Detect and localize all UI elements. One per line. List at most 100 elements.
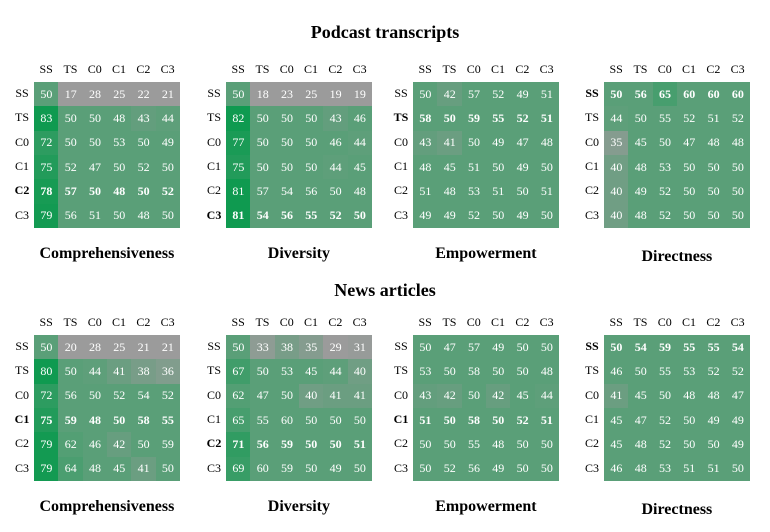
chart-7-cell: 52 bbox=[701, 359, 726, 385]
chart-5-cell: 38 bbox=[274, 335, 300, 360]
chart-0-cell: 44 bbox=[155, 106, 181, 132]
chart-7-col-label-c3: C3 bbox=[730, 315, 745, 329]
chart-0-cell: 52 bbox=[131, 154, 156, 180]
chart-4-cell: 41 bbox=[131, 456, 156, 482]
chart-5-panel: SS TS C0 C1 C2 C3 SS TS C0 C1 C2 C3 50 33 38 35 29 31 67 50… bbox=[202, 313, 376, 485]
chart-0-col-label-c3: C3 bbox=[160, 62, 175, 76]
chart-5-cell: 31 bbox=[347, 335, 373, 360]
chart-7-cell: 41 bbox=[604, 383, 629, 409]
chart-7-cell: 50 bbox=[725, 456, 751, 482]
chart-5-col-label-ts: TS bbox=[255, 315, 270, 329]
chart-5-col-label-ss: SS bbox=[231, 315, 245, 329]
chart-1-cell: 50 bbox=[347, 203, 373, 229]
chart-6-cell: 50 bbox=[534, 432, 560, 457]
chart-6-cell: 56 bbox=[461, 456, 487, 482]
chart-5-cell: 50 bbox=[274, 383, 300, 409]
chart-6-cell: 50 bbox=[413, 335, 438, 360]
chart-0-cell: 22 bbox=[131, 82, 156, 107]
chart-4-row-label-ss: SS bbox=[15, 339, 29, 353]
chart-7-cell: 48 bbox=[628, 456, 654, 482]
chart-1-cell: 54 bbox=[250, 203, 276, 229]
chart-5-col-label-c1: C1 bbox=[304, 315, 319, 329]
chart-0-cell: 72 bbox=[34, 130, 59, 156]
chart-3-cell: 50 bbox=[725, 154, 751, 180]
chart-5-cell: 67 bbox=[226, 359, 251, 385]
chart-4-cell: 50 bbox=[131, 432, 156, 457]
chart-4-cell: 50 bbox=[155, 456, 181, 482]
chart-1-cell: 50 bbox=[226, 82, 251, 107]
chart-1-cell: 50 bbox=[298, 154, 324, 180]
chart-2-cell: 50 bbox=[485, 203, 511, 229]
chart-7-cell: 48 bbox=[676, 383, 702, 409]
chart-7-cell: 47 bbox=[725, 383, 751, 409]
chart-3-cell: 40 bbox=[604, 179, 629, 204]
chart-4-cell: 25 bbox=[106, 335, 132, 360]
chart-7-row-label-c3: C3 bbox=[584, 460, 599, 475]
chart-6-row-label-c2: C2 bbox=[393, 436, 408, 451]
chart-4-row-label-c2: C2 bbox=[14, 436, 29, 451]
chart-1-cell: 81 bbox=[226, 179, 251, 204]
chart-5-cell: 47 bbox=[250, 383, 276, 409]
chart-6-cell: 49 bbox=[485, 456, 511, 482]
chart-7-col-label-ts: TS bbox=[633, 315, 648, 329]
chart-3-cell: 48 bbox=[701, 130, 726, 156]
chart-7-cell: 50 bbox=[652, 383, 678, 409]
chart-3-cell: 50 bbox=[676, 203, 702, 229]
chart-2-row-label-c2: C2 bbox=[393, 183, 408, 198]
chart-5-col-label-c3: C3 bbox=[352, 315, 367, 329]
chart-5-cell: 60 bbox=[250, 456, 276, 482]
chart-1-cell: 19 bbox=[323, 82, 348, 107]
chart-1-cell: 56 bbox=[298, 179, 324, 204]
chart-2-cell: 49 bbox=[413, 203, 438, 229]
chart-5-col-label-c0: C0 bbox=[279, 315, 294, 329]
chart-2-cell: 51 bbox=[534, 82, 560, 107]
chart-6-row-label-c3: C3 bbox=[393, 460, 408, 475]
chart-3-cell: 50 bbox=[701, 179, 726, 204]
chart-4-cell: 75 bbox=[34, 407, 59, 433]
section-title-podcast: Podcast transcripts bbox=[310, 22, 460, 42]
chart-2-col-label-ts: TS bbox=[442, 62, 457, 76]
chart-3-cell: 51 bbox=[701, 106, 726, 132]
chart-4-cell: 50 bbox=[58, 359, 84, 385]
chart-3-cell: 52 bbox=[725, 106, 751, 132]
chart-0-title: Comprehensiveness bbox=[39, 245, 175, 262]
chart-0-row-label-ss: SS bbox=[15, 86, 29, 100]
chart-7-cell: 45 bbox=[628, 383, 654, 409]
chart-3-cell: 48 bbox=[628, 154, 654, 180]
chart-7-cell: 55 bbox=[652, 359, 678, 385]
chart-3-panel: SS TS C0 C1 C2 C3 SS TS C0 C1 C2 C3 50 56 65 60 60 60 44 50… bbox=[580, 60, 754, 232]
chart-6-cell: 48 bbox=[485, 432, 511, 457]
chart-2-cell: 52 bbox=[510, 106, 535, 132]
chart-0-col-label-c2: C2 bbox=[136, 62, 151, 76]
chart-0-cell: 78 bbox=[34, 179, 59, 204]
chart-5-cell: 49 bbox=[323, 456, 348, 482]
chart-6-cell: 58 bbox=[461, 407, 487, 433]
chart-0-cell: 51 bbox=[82, 203, 108, 229]
chart-4-col-label-c3: C3 bbox=[160, 315, 175, 329]
chart-2-cell: 51 bbox=[534, 179, 560, 204]
chart-0-cell: 25 bbox=[106, 82, 132, 107]
chart-2-cell: 42 bbox=[437, 82, 463, 107]
chart-4-row-label-c1: C1 bbox=[14, 411, 30, 426]
chart-4-cell: 50 bbox=[34, 335, 59, 360]
chart-4-cell: 48 bbox=[82, 456, 108, 482]
chart-3-cell: 44 bbox=[604, 106, 629, 132]
chart-5-row-label-c0: C0 bbox=[206, 387, 221, 402]
chart-2-row-label-ts: TS bbox=[393, 110, 409, 125]
chart-6-cell: 58 bbox=[461, 359, 487, 385]
chart-4-cell: 21 bbox=[131, 335, 156, 360]
chart-3-row-label-c2: C2 bbox=[584, 183, 599, 198]
chart-1-cell: 50 bbox=[298, 106, 324, 132]
chart-5-cell: 40 bbox=[347, 359, 373, 385]
chart-0-cell: 57 bbox=[58, 179, 84, 204]
chart-1-col-label-c1: C1 bbox=[304, 62, 319, 76]
chart-3-cell: 65 bbox=[652, 82, 678, 107]
chart-4-cell: 50 bbox=[82, 383, 108, 409]
chart-7-cell: 54 bbox=[725, 335, 751, 360]
chart-1-cell: 57 bbox=[250, 179, 276, 204]
chart-6-title: Empowerment bbox=[435, 498, 537, 515]
chart-7-cell: 52 bbox=[652, 432, 678, 457]
chart-0-col-label-c0: C0 bbox=[87, 62, 102, 76]
chart-2-cell: 53 bbox=[461, 179, 487, 204]
chart-2-cell: 59 bbox=[461, 106, 487, 132]
